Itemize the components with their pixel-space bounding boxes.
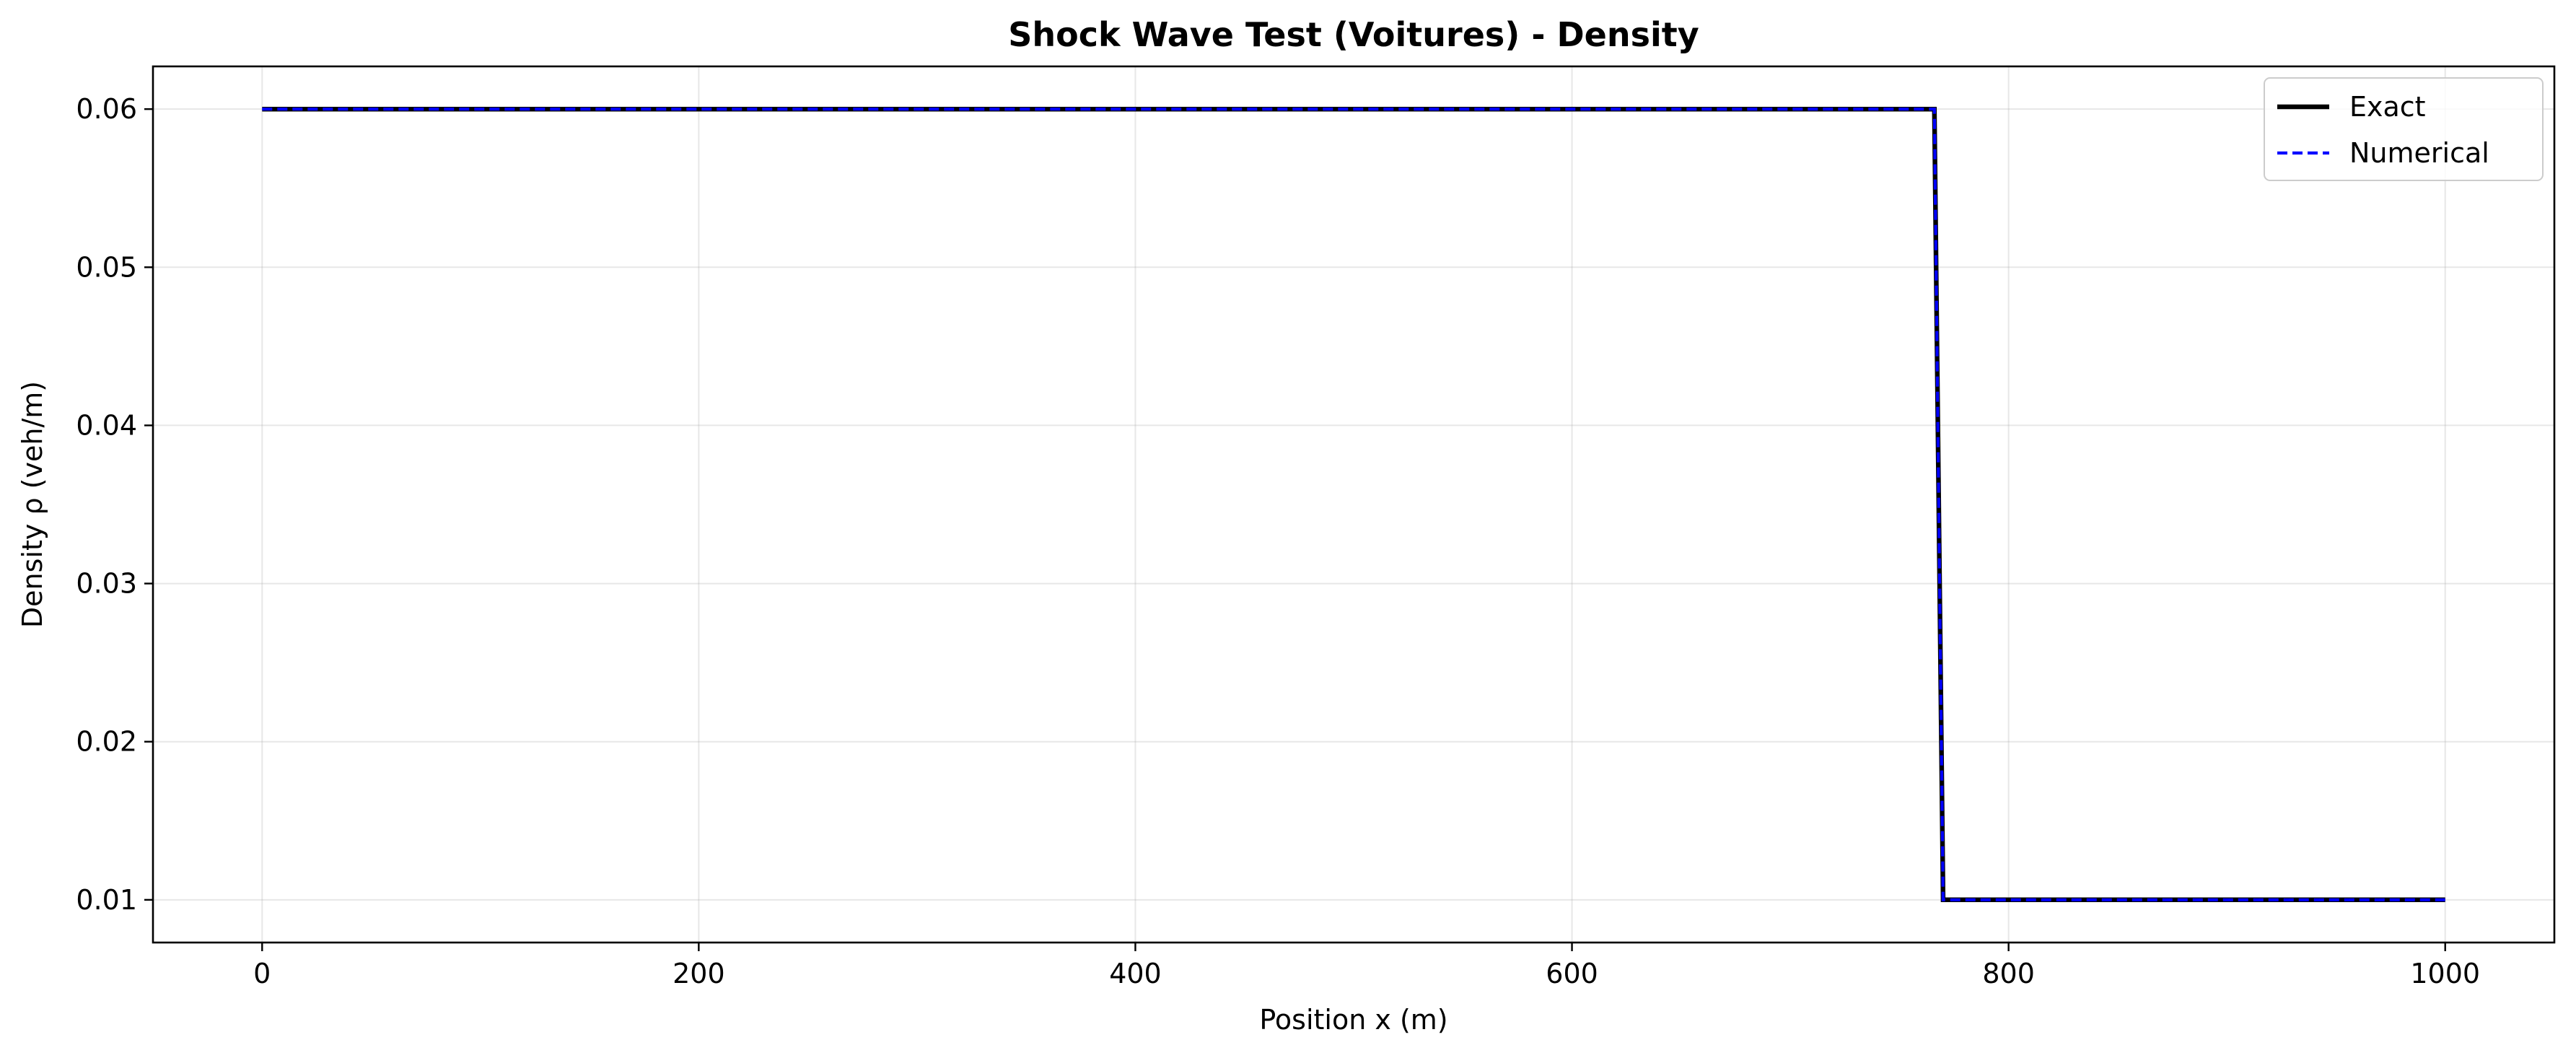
x-axis-title: Position x (m) [1259,1004,1447,1036]
chart-title: Shock Wave Test (Voitures) - Density [1008,15,1699,54]
x-tick-label: 1000 [2410,958,2480,989]
series-line-numerical [262,108,2445,901]
y-tick-label: 0.06 [76,93,137,125]
y-tick-label: 0.01 [76,884,137,916]
x-tick-label: 400 [1109,958,1162,989]
x-tick-label: 200 [673,958,725,989]
y-tick-label: 0.02 [76,726,137,758]
legend: Exact Numerical [2264,77,2544,181]
legend-box [2264,77,2544,181]
y-axis-title: Density ρ (veh/m) [17,381,48,628]
legend-label-numerical: Numerical [2349,137,2489,169]
x-tick-label: 800 [1982,958,2035,989]
y-tick-label: 0.03 [76,568,137,600]
y-tick-label: 0.05 [76,251,137,283]
legend-label-exact: Exact [2349,91,2426,123]
plot-frame [152,65,2556,944]
x-tick-label: 600 [1546,958,1598,989]
series-layer [262,106,2445,903]
x-axis-ticks: 0 200 400 600 800 1000 [253,943,2480,989]
y-axis-ticks: 0.01 0.02 0.03 0.04 0.05 0.06 [76,93,153,916]
x-tick-label: 0 [253,958,271,989]
y-tick-label: 0.04 [76,409,137,441]
